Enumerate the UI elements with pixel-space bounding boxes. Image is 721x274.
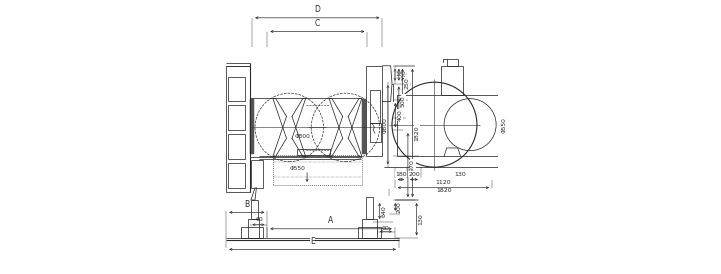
Bar [249, 99, 253, 153]
Text: A: A [329, 216, 334, 225]
Text: D: D [314, 5, 320, 14]
Bar [362, 99, 365, 153]
Bar [366, 66, 382, 156]
Bar [229, 163, 245, 188]
Text: Φ800: Φ800 [383, 117, 388, 133]
Text: 200: 200 [408, 172, 420, 177]
Text: Φ800: Φ800 [295, 134, 311, 139]
Text: 200: 200 [397, 201, 402, 213]
Bar [366, 197, 373, 219]
Bar [242, 227, 263, 238]
Text: 1820: 1820 [436, 188, 452, 193]
Bar [397, 95, 499, 156]
Bar [248, 219, 259, 238]
Bar [229, 134, 245, 159]
Bar [226, 66, 249, 192]
Bar [251, 200, 257, 219]
Text: 130: 130 [418, 213, 423, 225]
Text: 640: 640 [381, 205, 386, 217]
Bar [447, 59, 458, 66]
Text: 60: 60 [381, 226, 389, 231]
Text: 400: 400 [397, 109, 402, 121]
Text: 180: 180 [395, 72, 407, 77]
Bar [249, 99, 253, 153]
Text: E: E [310, 237, 315, 246]
Bar [362, 99, 365, 153]
Bar [370, 123, 381, 142]
Text: 60: 60 [256, 217, 264, 222]
Bar [358, 227, 381, 238]
Bar [441, 66, 464, 95]
Text: 300: 300 [401, 69, 406, 81]
Text: B: B [244, 200, 249, 209]
Bar [298, 149, 330, 155]
Text: 1120: 1120 [435, 180, 451, 185]
Text: 970: 970 [410, 159, 415, 171]
Text: Φ550: Φ550 [501, 117, 506, 133]
Text: 500: 500 [401, 95, 406, 107]
Bar [362, 219, 377, 238]
Text: 130: 130 [454, 172, 466, 177]
Bar [251, 160, 263, 188]
Bar [229, 77, 245, 101]
Text: Φ550: Φ550 [290, 166, 306, 171]
Text: 180: 180 [395, 172, 407, 177]
Bar [229, 105, 245, 130]
Bar [370, 90, 380, 123]
Text: 1820: 1820 [415, 125, 420, 141]
Bar [273, 155, 362, 185]
Text: C: C [315, 19, 320, 28]
Text: 250: 250 [404, 77, 410, 89]
